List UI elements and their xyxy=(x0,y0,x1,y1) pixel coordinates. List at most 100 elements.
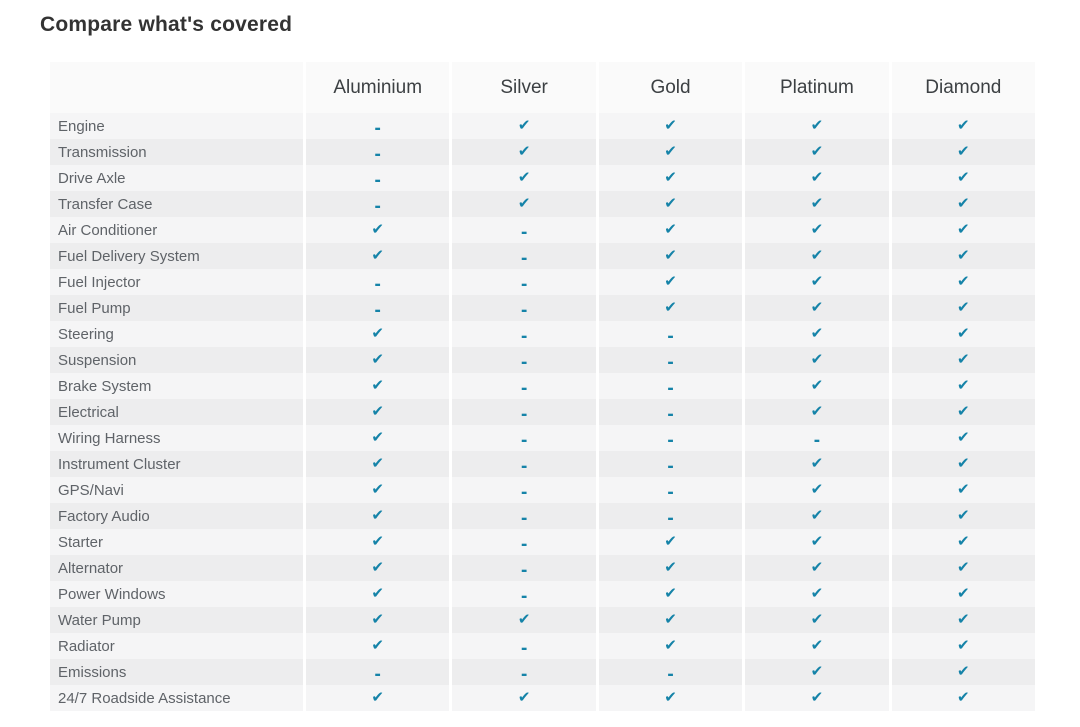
dash-icon: - xyxy=(520,325,528,347)
check-icon: ✔ xyxy=(664,272,677,290)
coverage-cell: ✔ xyxy=(452,139,596,165)
coverage-cell: - xyxy=(306,295,450,321)
dash-icon: - xyxy=(374,169,381,191)
check-icon: ✔ xyxy=(810,584,824,602)
check-icon: ✔ xyxy=(517,610,531,628)
table-row: Starter ✔ - ✔ ✔ ✔ xyxy=(50,529,1036,555)
coverage-cell: ✔ xyxy=(891,139,1036,165)
coverage-cell: ✔ xyxy=(745,555,889,581)
coverage-cell: ✔ xyxy=(452,685,596,711)
check-icon: ✔ xyxy=(664,558,677,576)
coverage-cell: ✔ xyxy=(306,373,450,399)
check-icon: ✔ xyxy=(957,194,970,212)
coverage-cell: ✔ xyxy=(598,217,743,243)
coverage-cell: - xyxy=(598,477,743,503)
coverage-cell: - xyxy=(452,503,596,529)
row-label: Fuel Pump xyxy=(50,295,303,321)
coverage-cell: ✔ xyxy=(891,425,1036,451)
dash-icon: - xyxy=(520,481,528,503)
table-row: Transfer Case - ✔ ✔ ✔ ✔ xyxy=(50,191,1036,217)
table-row: Air Conditioner ✔ - ✔ ✔ ✔ xyxy=(50,217,1036,243)
coverage-cell: ✔ xyxy=(891,451,1036,477)
coverage-cell: ✔ xyxy=(891,269,1036,295)
table-row: Instrument Cluster ✔ - - ✔ ✔ xyxy=(50,451,1036,477)
dash-icon: - xyxy=(520,455,528,477)
check-icon: ✔ xyxy=(371,350,384,368)
check-icon: ✔ xyxy=(957,116,970,134)
table-row: Alternator ✔ - ✔ ✔ ✔ xyxy=(50,555,1036,581)
dash-icon: - xyxy=(374,117,381,139)
table-row: Factory Audio ✔ - - ✔ ✔ xyxy=(50,503,1036,529)
check-icon: ✔ xyxy=(664,610,677,628)
coverage-cell: ✔ xyxy=(306,555,450,581)
dash-icon: - xyxy=(667,481,674,503)
table-row: Transmission - ✔ ✔ ✔ ✔ xyxy=(50,139,1036,165)
coverage-cell: ✔ xyxy=(745,347,889,373)
coverage-cell: ✔ xyxy=(891,373,1036,399)
coverage-cell: ✔ xyxy=(306,243,450,269)
check-icon: ✔ xyxy=(810,350,824,368)
coverage-cell: - xyxy=(306,269,450,295)
coverage-cell: - xyxy=(306,165,450,191)
coverage-cell: ✔ xyxy=(598,685,743,711)
table-row: Radiator ✔ - ✔ ✔ ✔ xyxy=(50,633,1036,659)
check-icon: ✔ xyxy=(957,506,970,524)
dash-icon: - xyxy=(667,507,674,529)
check-icon: ✔ xyxy=(810,480,824,498)
coverage-cell: ✔ xyxy=(452,165,596,191)
coverage-cell: ✔ xyxy=(452,191,596,217)
row-label: Fuel Delivery System xyxy=(50,243,303,269)
dash-icon: - xyxy=(667,403,674,425)
check-icon: ✔ xyxy=(664,636,677,654)
plan-column-header-gold: Gold xyxy=(598,62,743,113)
coverage-cell: - xyxy=(598,451,743,477)
coverage-cell: ✔ xyxy=(891,321,1036,347)
check-icon: ✔ xyxy=(517,116,531,134)
plan-column-header-platinum: Platinum xyxy=(745,62,889,113)
dash-icon: - xyxy=(520,377,528,399)
coverage-cell: ✔ xyxy=(306,685,450,711)
table-row: Brake System ✔ - - ✔ ✔ xyxy=(50,373,1036,399)
coverage-cell: ✔ xyxy=(745,191,889,217)
coverage-cell: ✔ xyxy=(598,529,743,555)
coverage-cell: ✔ xyxy=(891,243,1036,269)
table-body: Engine - ✔ ✔ ✔ ✔ Transmission - ✔ ✔ ✔ ✔ Drive Axle - ✔… xyxy=(50,113,1036,711)
check-icon: ✔ xyxy=(810,168,824,186)
check-icon: ✔ xyxy=(810,506,824,524)
coverage-cell: ✔ xyxy=(306,217,450,243)
check-icon: ✔ xyxy=(810,324,824,342)
dash-icon: - xyxy=(520,637,528,659)
dash-icon: - xyxy=(667,429,674,451)
check-icon: ✔ xyxy=(664,220,677,238)
dash-icon: - xyxy=(520,533,528,555)
dash-icon: - xyxy=(520,585,528,607)
row-label: Emissions xyxy=(50,659,303,685)
check-icon: ✔ xyxy=(957,142,970,160)
table-row: Steering ✔ - - ✔ ✔ xyxy=(50,321,1036,347)
coverage-cell: ✔ xyxy=(745,399,889,425)
coverage-cell: ✔ xyxy=(891,685,1036,711)
coverage-cell: - xyxy=(306,191,450,217)
dash-icon: - xyxy=(520,351,528,373)
coverage-cell: ✔ xyxy=(745,321,889,347)
table-row: Engine - ✔ ✔ ✔ ✔ xyxy=(50,113,1036,139)
check-icon: ✔ xyxy=(957,272,970,290)
plan-column-header-silver: Silver xyxy=(452,62,596,113)
coverage-cell: ✔ xyxy=(452,607,596,633)
row-label: Transmission xyxy=(50,139,303,165)
dash-icon: - xyxy=(667,325,674,347)
table-row: 24/7 Roadside Assistance ✔ ✔ ✔ ✔ ✔ xyxy=(50,685,1036,711)
coverage-cell: ✔ xyxy=(306,477,450,503)
coverage-cell: ✔ xyxy=(598,555,743,581)
coverage-cell: ✔ xyxy=(306,425,450,451)
check-icon: ✔ xyxy=(664,116,677,134)
dash-icon: - xyxy=(520,403,528,425)
coverage-cell: ✔ xyxy=(745,581,889,607)
coverage-cell: ✔ xyxy=(306,347,450,373)
check-icon: ✔ xyxy=(371,688,384,706)
coverage-cell: ✔ xyxy=(891,295,1036,321)
row-label: 24/7 Roadside Assistance xyxy=(50,685,303,711)
coverage-cell: ✔ xyxy=(598,581,743,607)
check-icon: ✔ xyxy=(517,168,531,186)
coverage-cell: ✔ xyxy=(891,659,1036,685)
